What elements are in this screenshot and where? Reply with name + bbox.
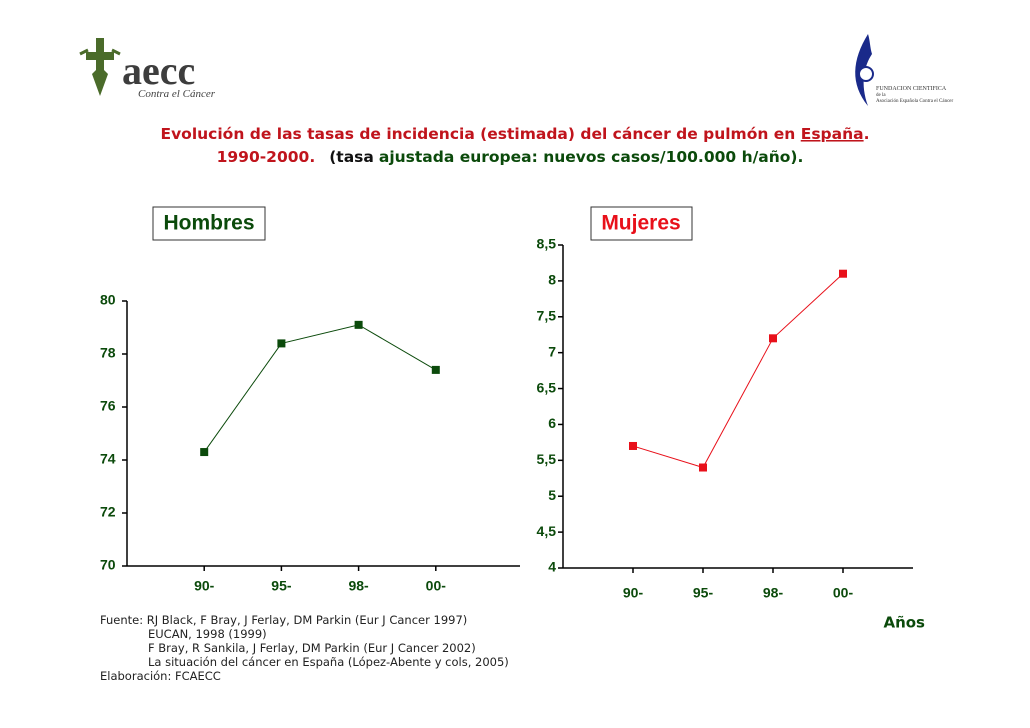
source-line: EUCAN, 1998 (1999) xyxy=(148,627,267,641)
x-tick-label: 95- xyxy=(271,578,292,594)
title-part: España xyxy=(801,125,864,143)
title-part: . xyxy=(864,125,870,143)
title-line-2: 1990-2000. (tasa ajustada europea: nuevos … xyxy=(217,148,804,166)
y-tick-label: 8 xyxy=(548,272,556,288)
data-point xyxy=(629,441,637,450)
mujeres-box xyxy=(590,206,693,241)
source-line: F Bray, R Sankila, J Ferlay, DM Parkin (… xyxy=(148,641,476,655)
fundacion-logo: FUNDACION CIENTIFICA de la Asociación Es… xyxy=(855,34,954,106)
logo-tagline: Contra el Cáncer xyxy=(138,88,216,100)
source-line: La situación del cáncer en España (López… xyxy=(148,655,509,669)
data-line xyxy=(632,273,844,469)
logo-line: FUNDACION CIENTIFICA xyxy=(876,86,947,92)
y-tick-label: 72 xyxy=(100,504,116,520)
x-tick-label: 98- xyxy=(348,578,369,594)
y-tick-label: 6,5 xyxy=(537,379,557,395)
data-point xyxy=(200,448,209,457)
source-line: Fuente: RJ Black, F Bray, J Ferlay, DM P… xyxy=(100,613,467,627)
logo-line: Asociación Española Contra el Cáncer xyxy=(876,99,954,104)
x-axis-label: Años xyxy=(883,614,925,632)
x-tick-label: 98- xyxy=(763,585,784,601)
x-tick-label: 95- xyxy=(693,585,714,601)
logo-name: aecc xyxy=(122,48,195,93)
x-tick-label: 00- xyxy=(426,578,447,594)
y-tick-label: 76 xyxy=(100,398,116,414)
title-part: Evolución de las tasas de incidencia (es… xyxy=(160,125,800,143)
data-point xyxy=(431,365,440,374)
data-point xyxy=(354,320,363,329)
x-tick-label: 00- xyxy=(833,585,854,601)
x-tick-label: 90- xyxy=(194,578,215,594)
data-point xyxy=(699,463,707,472)
y-tick-label: 4 xyxy=(548,559,556,575)
x-tick-label: 90- xyxy=(623,585,644,601)
title-line-1: Evolución de las tasas de incidencia (es… xyxy=(160,125,869,143)
y-tick-label: 5,5 xyxy=(537,451,557,467)
data-line xyxy=(203,324,437,453)
y-tick-label: 7,5 xyxy=(537,307,557,323)
data-point xyxy=(769,334,777,343)
title-part: (tasa xyxy=(329,148,374,166)
y-tick-label: 78 xyxy=(100,345,116,361)
chart-title: Mujeres xyxy=(601,212,680,235)
hombres-box xyxy=(152,206,266,241)
y-tick-label: 7 xyxy=(548,343,556,359)
aecc-logo: aecc Contra el Cáncer xyxy=(79,38,216,100)
y-tick-label: 5 xyxy=(548,487,556,503)
chart-title: Hombres xyxy=(163,212,254,235)
y-tick-label: 6 xyxy=(548,415,556,431)
y-tick-label: 70 xyxy=(100,557,116,573)
title-part: 1990-2000. xyxy=(217,148,316,166)
logo-line: de la xyxy=(876,93,886,98)
y-tick-label: 8,5 xyxy=(537,236,557,252)
y-tick-label: 74 xyxy=(100,451,116,467)
y-tick-label: 4,5 xyxy=(537,523,557,539)
data-point xyxy=(277,339,286,348)
data-point xyxy=(839,269,847,278)
y-tick-label: 80 xyxy=(100,292,116,308)
source-line: Elaboración: FCAECC xyxy=(100,669,221,683)
title-part: ajustada europea: nuevos casos/100.000 h… xyxy=(379,148,804,166)
